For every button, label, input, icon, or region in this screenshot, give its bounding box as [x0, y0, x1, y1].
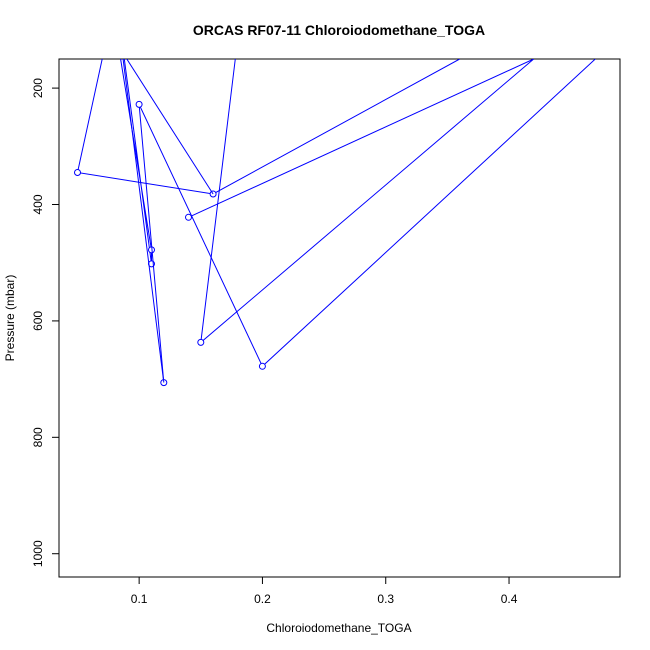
y-tick-label: 600	[31, 311, 45, 331]
series-line-1	[76, 59, 460, 195]
x-axis-label: Chloroiodomethane_TOGA	[266, 621, 411, 635]
data-point	[135, 100, 143, 108]
y-axis-label: Pressure (mbar)	[3, 275, 17, 362]
series-line-3	[126, 59, 214, 195]
x-tick-label: 0.1	[131, 592, 148, 606]
y-tick-label: 200	[31, 78, 45, 98]
y-axis: 200 400 600 800 1000	[31, 78, 60, 567]
x-tick-label: 0.4	[501, 592, 518, 606]
data-point	[197, 338, 205, 346]
data-point	[185, 213, 192, 221]
plot-area-frame	[58, 58, 621, 578]
x-tick-label: 0.3	[377, 592, 394, 606]
series-line-5	[122, 59, 165, 383]
y-tick-label: 400	[31, 194, 45, 214]
data-point	[74, 169, 81, 176]
x-axis: 0.1 0.2 0.3 0.4	[131, 576, 518, 606]
y-tick-label: 800	[31, 427, 45, 447]
y-tick-label: 1000	[31, 540, 45, 567]
series-line-6	[138, 59, 596, 383]
series-line-4	[120, 59, 152, 264]
series-line-0	[188, 59, 534, 218]
series-line-2	[200, 59, 535, 344]
x-tick-label: 0.2	[254, 592, 271, 606]
data-point	[258, 362, 266, 370]
chart-title: ORCAS RF07-11 Chloroiodomethane_TOGA	[193, 22, 485, 38]
